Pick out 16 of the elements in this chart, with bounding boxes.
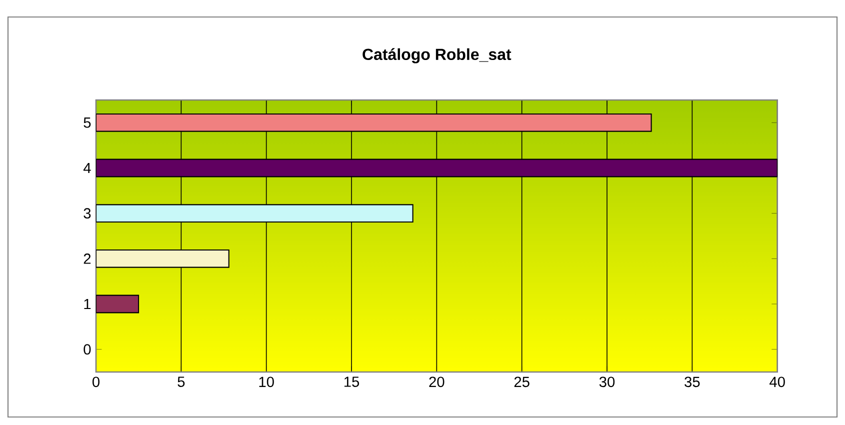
y-tick-label: 1: [84, 298, 91, 310]
x-tick-label: 20: [429, 376, 444, 388]
x-tick-label: 10: [259, 376, 274, 388]
x-tick-label: 40: [770, 376, 785, 388]
x-tick-label: 35: [684, 376, 700, 388]
y-tick-label: 5: [84, 118, 91, 128]
y-tick-label: 2: [84, 254, 91, 264]
x-tick-label: 25: [514, 376, 530, 388]
x-tick-label: 0: [92, 376, 100, 388]
y-tick-label: 3: [84, 208, 91, 219]
y-tick-label: 4: [83, 162, 91, 174]
x-tick-label: 30: [599, 376, 615, 388]
x-tick-label: 15: [344, 376, 360, 387]
x-tick-label: 5: [178, 376, 185, 387]
chart-title: Catálogo Roble_sat: [362, 48, 512, 64]
y-tick-label: 0: [84, 344, 91, 355]
